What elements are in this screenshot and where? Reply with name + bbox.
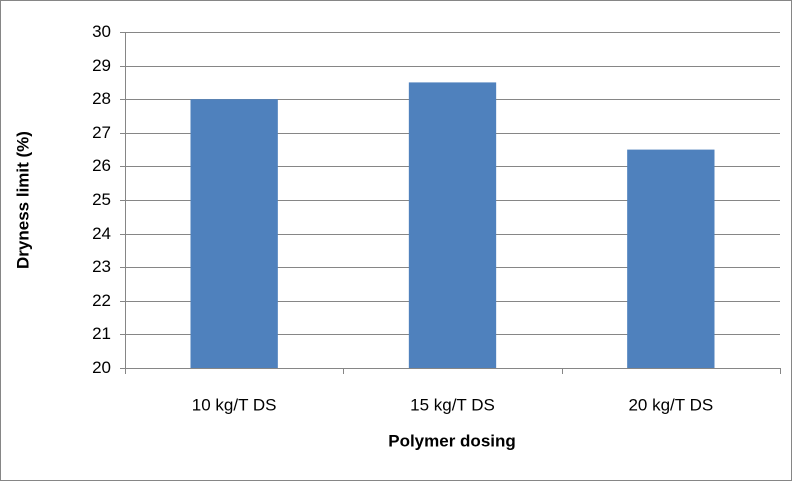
y-tick-label: 24 — [92, 224, 111, 243]
x-tick-label: 15 kg/T DS — [410, 395, 495, 414]
y-tick-label: 28 — [92, 89, 111, 108]
bar — [190, 99, 278, 368]
x-tick-label: 20 kg/T DS — [628, 395, 713, 414]
y-tick-label: 23 — [92, 257, 111, 276]
x-axis-title: Polymer dosing — [388, 431, 516, 450]
y-tick-label: 20 — [92, 358, 111, 377]
y-tick-label: 25 — [92, 190, 111, 209]
bar — [627, 149, 715, 368]
y-tick-label: 21 — [92, 324, 111, 343]
bar — [408, 82, 497, 369]
y-tick-label: 22 — [92, 291, 111, 310]
y-tick-label: 27 — [92, 123, 111, 142]
y-tick-label: 29 — [92, 56, 111, 75]
y-tick-label: 30 — [92, 22, 111, 41]
y-tick-label: 26 — [92, 156, 111, 175]
x-tick-label: 10 kg/T DS — [192, 395, 277, 414]
y-axis-title: Dryness limit (%) — [13, 131, 32, 269]
